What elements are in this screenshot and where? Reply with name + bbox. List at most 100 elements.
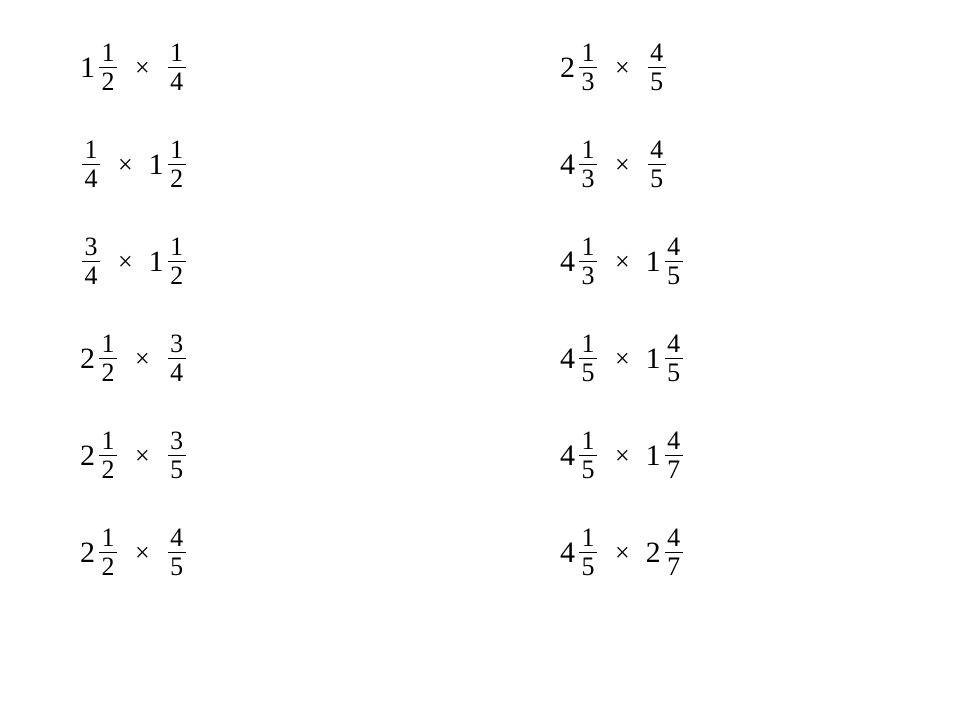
fraction: 14	[82, 137, 100, 192]
mixed-number: 35	[166, 428, 188, 483]
whole-part: 1	[149, 150, 164, 180]
numerator: 1	[580, 331, 597, 358]
expression-row: 212 × 35	[80, 428, 188, 483]
denominator: 3	[580, 68, 597, 95]
multiply-operator: ×	[135, 443, 150, 469]
expression-row: 213 × 45	[560, 40, 668, 95]
numerator: 4	[648, 137, 665, 164]
fraction: 14	[168, 40, 186, 95]
multiply-operator: ×	[615, 540, 630, 566]
whole-part: 4	[560, 441, 575, 471]
fraction: 12	[99, 40, 117, 95]
fraction: 13	[579, 137, 597, 192]
left-column: 112×1414×11234×112212×34212×35212×45	[80, 40, 188, 580]
fraction: 12	[99, 331, 117, 386]
fraction: 35	[168, 428, 186, 483]
mixed-number: 45	[646, 137, 668, 192]
whole-part: 1	[646, 344, 661, 374]
whole-part: 2	[80, 344, 95, 374]
fraction: 45	[665, 234, 683, 289]
mixed-number: 45	[646, 40, 668, 95]
fraction: 12	[168, 137, 186, 192]
whole-part: 1	[149, 247, 164, 277]
numerator: 3	[168, 331, 185, 358]
numerator: 1	[580, 40, 597, 67]
multiply-operator: ×	[615, 443, 630, 469]
denominator: 2	[168, 165, 185, 192]
denominator: 7	[665, 553, 682, 580]
worksheet-page: 112×1414×11234×112212×34212×35212×45 213…	[0, 0, 960, 720]
multiply-operator: ×	[615, 152, 630, 178]
whole-part: 4	[560, 538, 575, 568]
denominator: 2	[100, 359, 117, 386]
mixed-number: 415	[560, 331, 599, 386]
mixed-number: 112	[80, 40, 119, 95]
expression-row: 212 × 45	[80, 525, 188, 580]
numerator: 1	[168, 40, 185, 67]
denominator: 2	[100, 68, 117, 95]
numerator: 1	[580, 137, 597, 164]
mixed-number: 415	[560, 428, 599, 483]
denominator: 4	[168, 68, 185, 95]
numerator: 1	[100, 331, 117, 358]
fraction: 34	[82, 234, 100, 289]
denominator: 5	[580, 359, 597, 386]
numerator: 4	[665, 525, 682, 552]
numerator: 1	[580, 428, 597, 455]
numerator: 4	[665, 428, 682, 455]
numerator: 4	[665, 234, 682, 261]
whole-part: 2	[80, 441, 95, 471]
mixed-number: 34	[166, 331, 188, 386]
fraction: 15	[579, 331, 597, 386]
expression-row: 34 × 112	[80, 234, 188, 289]
expression-row: 415×247	[560, 525, 685, 580]
fraction: 13	[579, 40, 597, 95]
mixed-number: 213	[560, 40, 599, 95]
mixed-number: 147	[646, 428, 685, 483]
mixed-number: 112	[149, 234, 188, 289]
mixed-number: 34	[80, 234, 102, 289]
numerator: 1	[100, 428, 117, 455]
fraction: 12	[99, 525, 117, 580]
fraction: 47	[665, 525, 683, 580]
numerator: 3	[168, 428, 185, 455]
denominator: 7	[665, 456, 682, 483]
numerator: 1	[580, 525, 597, 552]
denominator: 5	[580, 456, 597, 483]
fraction: 12	[99, 428, 117, 483]
denominator: 2	[100, 553, 117, 580]
fraction: 45	[665, 331, 683, 386]
mixed-number: 247	[646, 525, 685, 580]
numerator: 4	[168, 525, 185, 552]
multiply-operator: ×	[135, 55, 150, 81]
numerator: 1	[100, 40, 117, 67]
denominator: 5	[665, 359, 682, 386]
multiply-operator: ×	[118, 249, 133, 275]
denominator: 5	[580, 553, 597, 580]
expression-row: 413×145	[560, 234, 685, 289]
denominator: 2	[168, 262, 185, 289]
multiply-operator: ×	[615, 55, 630, 81]
denominator: 5	[648, 165, 665, 192]
denominator: 2	[100, 456, 117, 483]
numerator: 3	[83, 234, 100, 261]
mixed-number: 145	[646, 234, 685, 289]
denominator: 4	[83, 165, 100, 192]
fraction: 13	[579, 234, 597, 289]
multiply-operator: ×	[135, 540, 150, 566]
mixed-number: 212	[80, 331, 119, 386]
fraction: 34	[168, 331, 186, 386]
mixed-number: 112	[149, 137, 188, 192]
multiply-operator: ×	[615, 346, 630, 372]
whole-part: 2	[80, 538, 95, 568]
fraction: 45	[648, 40, 666, 95]
fraction: 47	[665, 428, 683, 483]
denominator: 5	[665, 262, 682, 289]
whole-part: 4	[560, 150, 575, 180]
mixed-number: 45	[166, 525, 188, 580]
mixed-number: 14	[166, 40, 188, 95]
whole-part: 1	[80, 53, 95, 83]
expression-row: 112×14	[80, 40, 188, 95]
numerator: 4	[665, 331, 682, 358]
fraction: 15	[579, 428, 597, 483]
